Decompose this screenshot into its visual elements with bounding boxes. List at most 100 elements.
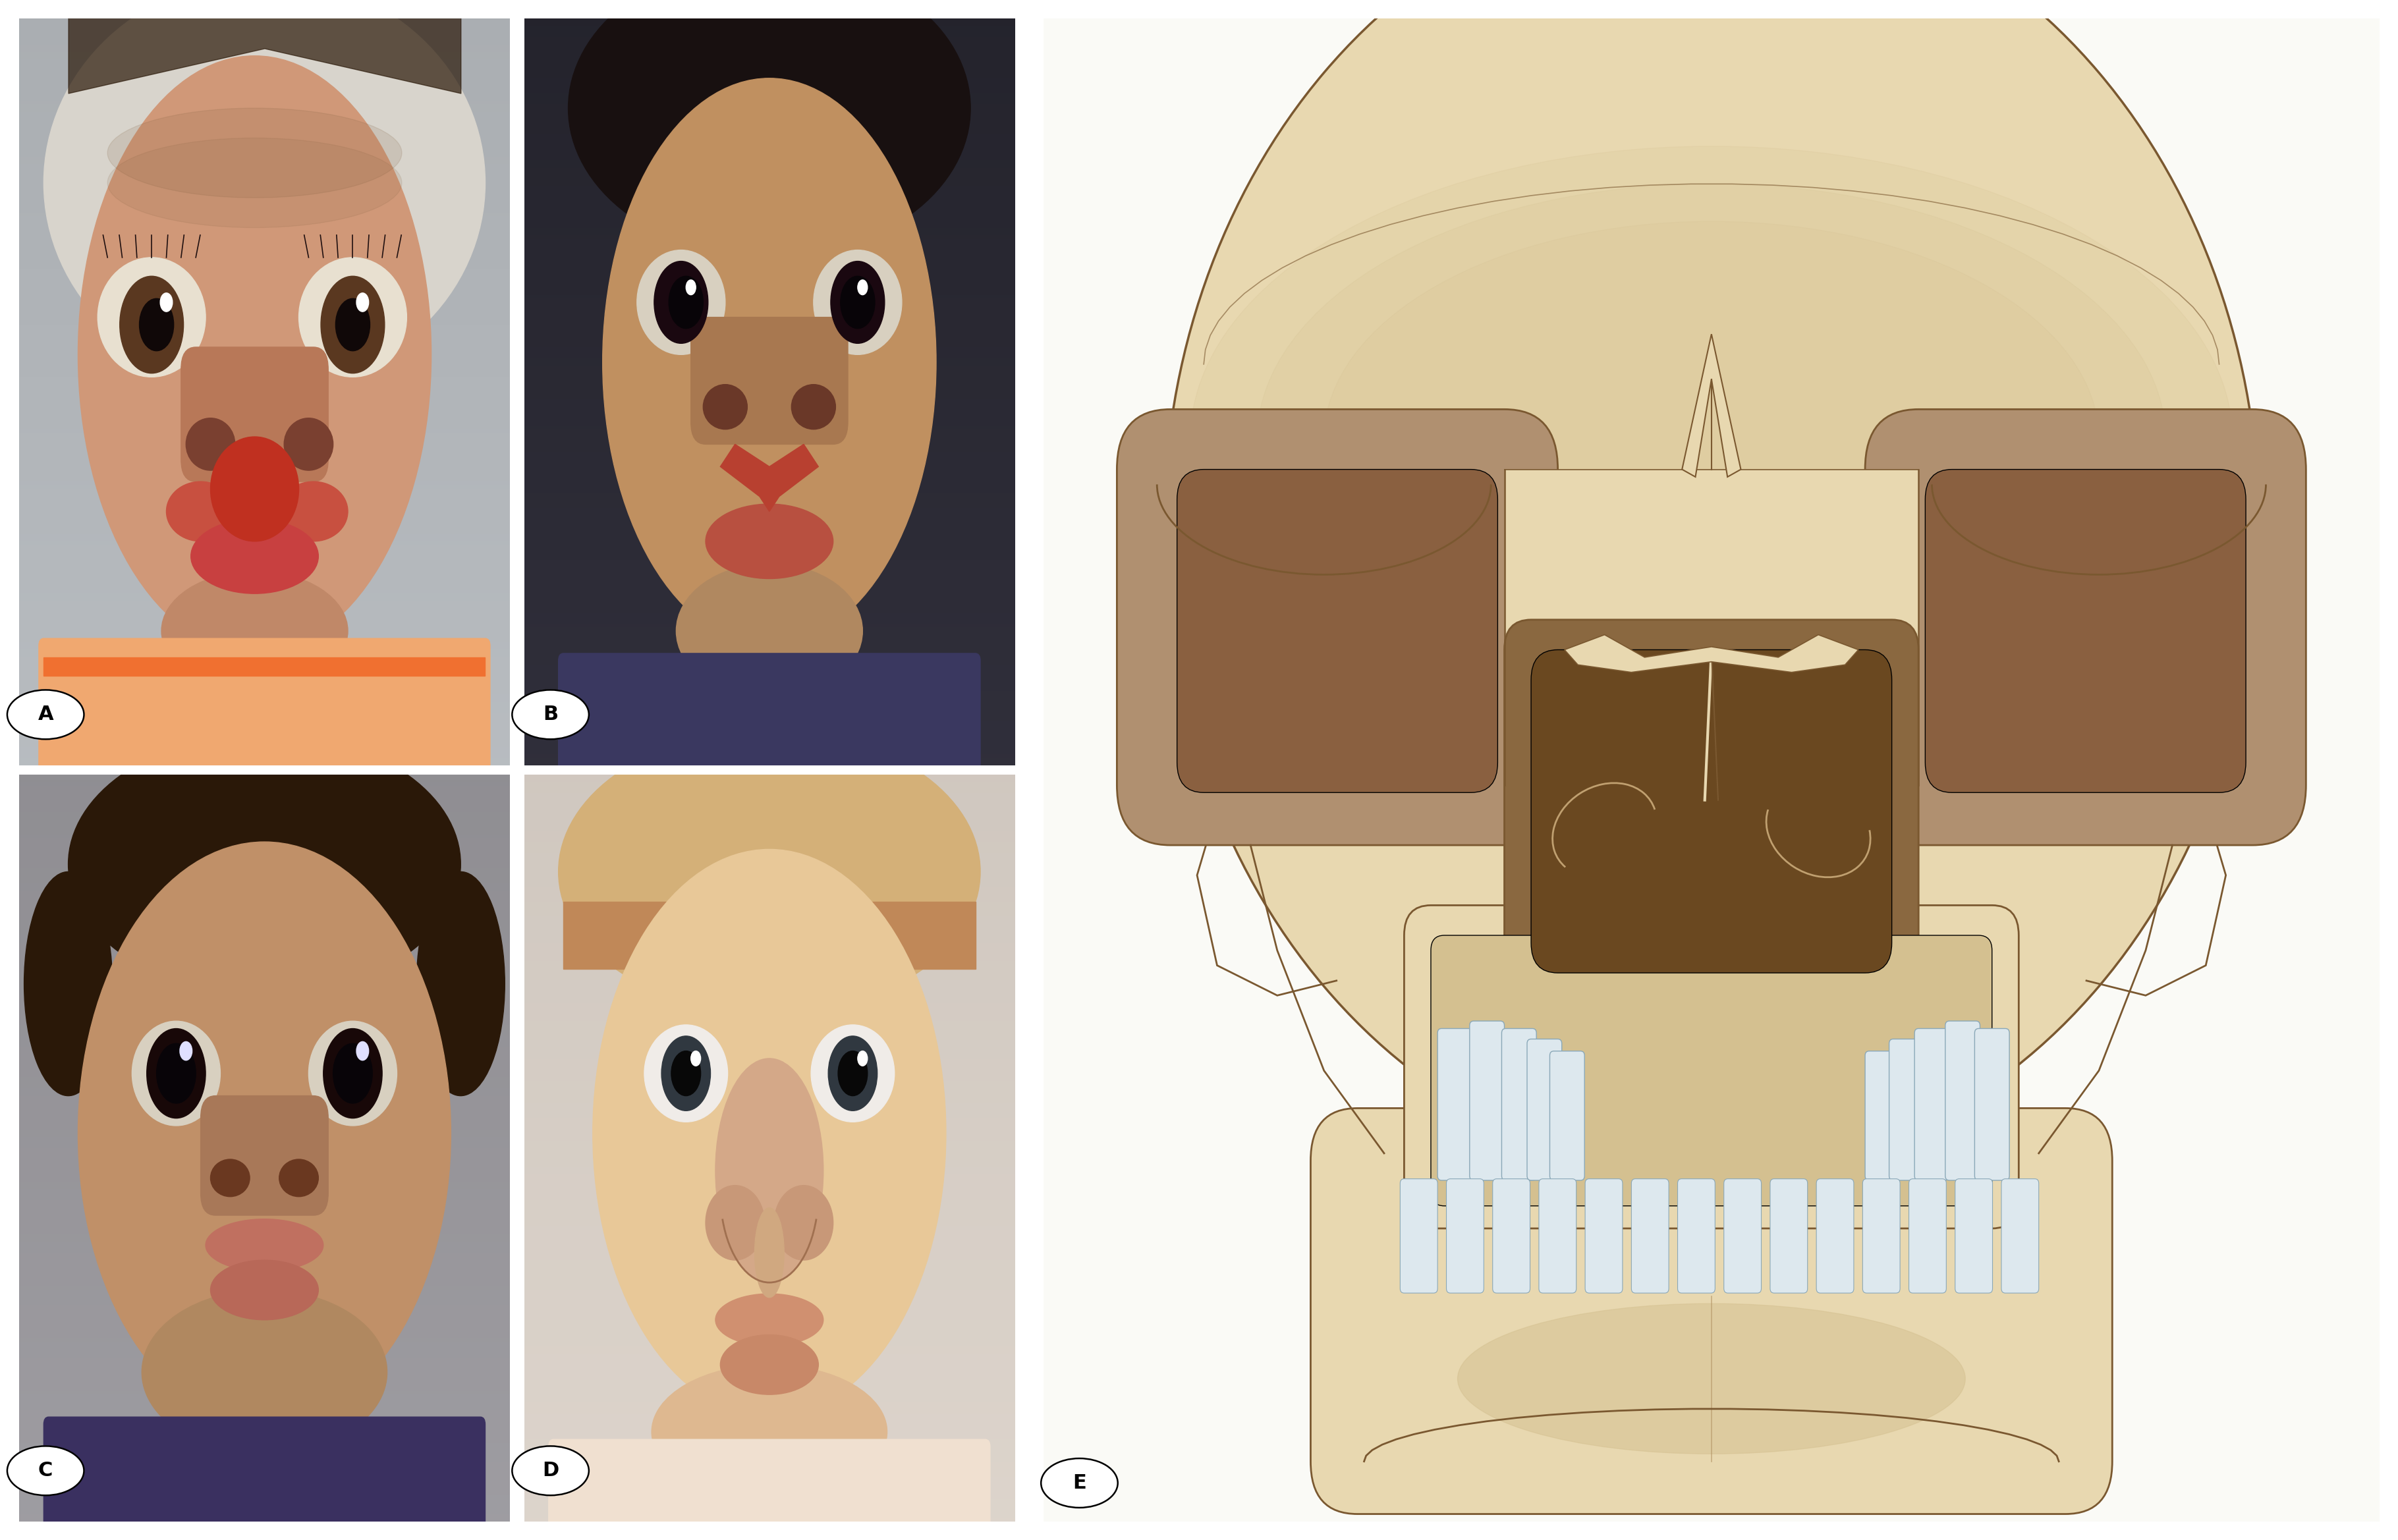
Ellipse shape xyxy=(333,1044,372,1103)
FancyBboxPatch shape xyxy=(1309,1109,2113,1514)
Ellipse shape xyxy=(811,1024,894,1123)
FancyBboxPatch shape xyxy=(1909,1178,1945,1294)
Ellipse shape xyxy=(827,1036,878,1110)
Ellipse shape xyxy=(652,1364,887,1498)
FancyBboxPatch shape xyxy=(1866,1052,1899,1180)
Ellipse shape xyxy=(278,482,348,542)
FancyBboxPatch shape xyxy=(1866,410,2304,845)
FancyBboxPatch shape xyxy=(549,1440,990,1529)
Ellipse shape xyxy=(417,872,504,1096)
FancyBboxPatch shape xyxy=(1585,1178,1621,1294)
Text: D: D xyxy=(542,1461,559,1480)
FancyBboxPatch shape xyxy=(201,1096,329,1215)
Ellipse shape xyxy=(120,276,185,373)
Ellipse shape xyxy=(686,280,695,294)
FancyBboxPatch shape xyxy=(1470,1021,1504,1180)
Ellipse shape xyxy=(703,385,748,430)
Ellipse shape xyxy=(98,257,206,377)
FancyBboxPatch shape xyxy=(1631,1178,1669,1294)
Ellipse shape xyxy=(300,257,408,377)
Ellipse shape xyxy=(791,385,835,430)
FancyBboxPatch shape xyxy=(1436,1029,1472,1180)
Ellipse shape xyxy=(211,1260,319,1320)
Ellipse shape xyxy=(662,1036,710,1110)
Ellipse shape xyxy=(715,1058,823,1283)
Ellipse shape xyxy=(671,1050,700,1096)
Ellipse shape xyxy=(79,55,432,653)
Ellipse shape xyxy=(357,293,369,311)
Text: C: C xyxy=(38,1461,53,1480)
FancyBboxPatch shape xyxy=(559,653,981,773)
FancyBboxPatch shape xyxy=(180,347,329,482)
FancyBboxPatch shape xyxy=(1400,1178,1436,1294)
Ellipse shape xyxy=(180,1041,192,1061)
Ellipse shape xyxy=(132,1021,221,1126)
Ellipse shape xyxy=(830,262,885,343)
FancyBboxPatch shape xyxy=(1770,1178,1808,1294)
Ellipse shape xyxy=(187,417,235,470)
Ellipse shape xyxy=(755,1207,784,1297)
Ellipse shape xyxy=(278,1160,319,1197)
Ellipse shape xyxy=(336,299,369,351)
FancyBboxPatch shape xyxy=(43,1417,484,1529)
Ellipse shape xyxy=(24,872,113,1096)
Ellipse shape xyxy=(43,0,484,388)
Bar xyxy=(43,658,484,676)
Ellipse shape xyxy=(837,1050,868,1096)
Ellipse shape xyxy=(1189,146,2233,733)
FancyBboxPatch shape xyxy=(691,317,846,444)
Ellipse shape xyxy=(559,730,981,1013)
Ellipse shape xyxy=(192,519,319,593)
FancyBboxPatch shape xyxy=(1974,1029,2010,1180)
Ellipse shape xyxy=(568,0,971,257)
Ellipse shape xyxy=(705,504,832,579)
Ellipse shape xyxy=(691,1050,700,1066)
FancyBboxPatch shape xyxy=(1540,1178,1575,1294)
FancyBboxPatch shape xyxy=(1954,1178,1993,1294)
FancyBboxPatch shape xyxy=(1945,1021,1978,1180)
Ellipse shape xyxy=(283,417,333,470)
Ellipse shape xyxy=(775,1186,832,1260)
Ellipse shape xyxy=(79,842,451,1424)
FancyBboxPatch shape xyxy=(1504,619,1918,995)
FancyBboxPatch shape xyxy=(1403,906,2019,1229)
Ellipse shape xyxy=(719,1335,818,1395)
Bar xyxy=(1504,470,1918,785)
Ellipse shape xyxy=(161,571,348,690)
Ellipse shape xyxy=(858,1050,868,1066)
Text: A: A xyxy=(38,705,53,724)
Ellipse shape xyxy=(1324,222,2098,658)
Ellipse shape xyxy=(161,293,173,311)
Ellipse shape xyxy=(715,1294,823,1346)
Ellipse shape xyxy=(108,108,403,197)
Ellipse shape xyxy=(655,262,707,343)
FancyBboxPatch shape xyxy=(1117,410,1556,845)
FancyBboxPatch shape xyxy=(1676,1178,1715,1294)
Text: B: B xyxy=(542,705,559,724)
Ellipse shape xyxy=(705,1186,765,1260)
Ellipse shape xyxy=(309,1021,396,1126)
Ellipse shape xyxy=(165,482,235,542)
FancyBboxPatch shape xyxy=(1528,1040,1561,1180)
Ellipse shape xyxy=(1257,183,2165,695)
FancyBboxPatch shape xyxy=(1863,1178,1899,1294)
FancyBboxPatch shape xyxy=(1177,470,1496,793)
Ellipse shape xyxy=(638,249,724,354)
Ellipse shape xyxy=(156,1044,197,1103)
Ellipse shape xyxy=(669,276,703,328)
FancyBboxPatch shape xyxy=(1815,1178,1854,1294)
Ellipse shape xyxy=(645,1024,727,1123)
Polygon shape xyxy=(719,444,818,511)
FancyBboxPatch shape xyxy=(1724,1178,1760,1294)
Ellipse shape xyxy=(839,276,875,328)
Bar xyxy=(564,901,976,969)
FancyBboxPatch shape xyxy=(1530,650,1892,973)
FancyBboxPatch shape xyxy=(1890,1040,1923,1180)
Ellipse shape xyxy=(858,280,868,294)
FancyBboxPatch shape xyxy=(1914,1029,1950,1180)
Ellipse shape xyxy=(141,1291,386,1454)
Ellipse shape xyxy=(592,849,945,1417)
FancyBboxPatch shape xyxy=(1549,1052,1585,1180)
FancyBboxPatch shape xyxy=(38,639,489,773)
Polygon shape xyxy=(1563,634,1858,673)
